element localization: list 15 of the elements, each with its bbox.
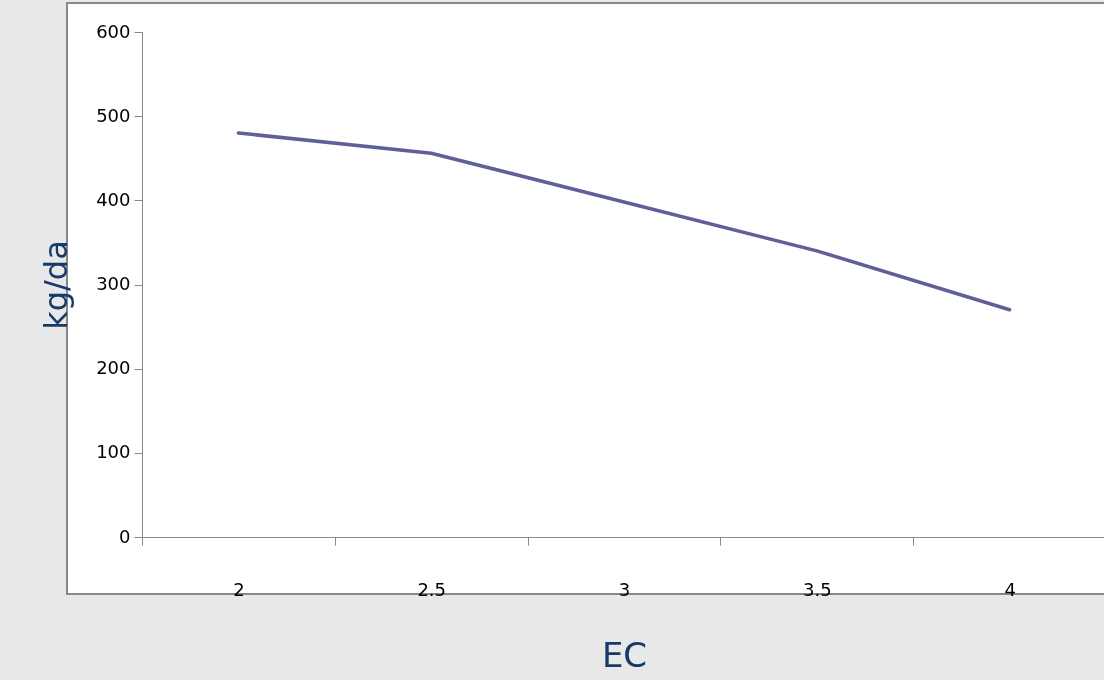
y-tick-label: 300 bbox=[96, 273, 131, 294]
y-tick-label: 500 bbox=[96, 104, 131, 126]
x-tick-label: 2.5 bbox=[417, 578, 447, 600]
x-tick-label: 3 bbox=[618, 578, 631, 600]
y-tick-label: 400 bbox=[96, 188, 131, 210]
y-tick-label: 200 bbox=[96, 357, 131, 379]
y-tick-label: 0 bbox=[119, 525, 131, 547]
line-series bbox=[236, 131, 1012, 312]
x-tick-label: 4 bbox=[1004, 578, 1016, 600]
y-tick-label: 100 bbox=[96, 441, 131, 463]
y-axis-title: kg/da bbox=[37, 240, 76, 330]
x-tick-label: 3.5 bbox=[802, 578, 832, 600]
y-tick-label: 600 bbox=[96, 20, 131, 42]
x-tick-label: 2 bbox=[233, 578, 245, 600]
x-axis-title: EC bbox=[601, 634, 648, 675]
